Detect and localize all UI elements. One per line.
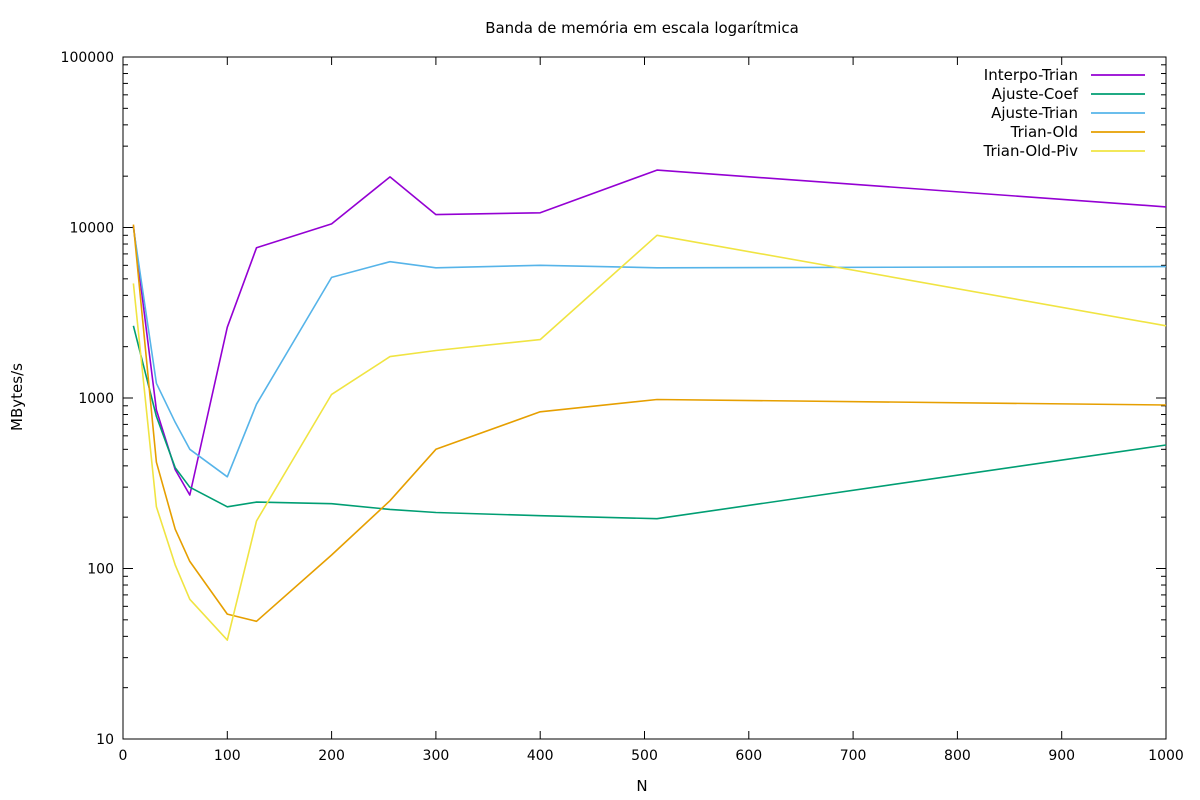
- x-tick-label: 100: [214, 748, 241, 764]
- x-axis-label: N: [636, 777, 647, 795]
- x-tick-label: 200: [318, 748, 345, 764]
- series-layer: [132, 169, 1167, 641]
- legend-label-ajuste-coef: Ajuste-Coef: [992, 85, 1079, 103]
- x-tick-label: 0: [119, 748, 128, 764]
- y-tick-label: 10000: [69, 221, 114, 237]
- legend-label-trian-old: Trian-Old: [1010, 123, 1078, 141]
- y-axis-label: MBytes/s: [8, 363, 26, 431]
- y-tick-label: 100000: [61, 50, 114, 66]
- axes: 0 100 200 300 400 500 600 700 800 900 1000 10 100 100…: [61, 50, 1184, 764]
- series-line-trian-old-piv: [132, 234, 1167, 641]
- x-tick-label: 700: [840, 748, 867, 764]
- x-tick-label: 800: [944, 748, 971, 764]
- series-line-trian-old: [132, 224, 1167, 623]
- x-tick-label: 400: [527, 748, 554, 764]
- x-tick-label: 500: [631, 748, 658, 764]
- series-line-ajuste-coef: [132, 325, 1167, 520]
- series-line-ajuste-trian: [132, 227, 1167, 478]
- x-tick-label: 300: [423, 748, 450, 764]
- x-tick-label: 1000: [1148, 748, 1184, 764]
- y-tick-label: 100: [87, 562, 114, 578]
- y-tick-label: 1000: [78, 391, 114, 407]
- legend: Interpo-TrianAjuste-CoefAjuste-TrianTria…: [983, 66, 1145, 160]
- x-tick-label: 600: [735, 748, 762, 764]
- chart-title: Banda de memória em escala logarítmica: [485, 19, 799, 37]
- legend-label-ajuste-trian: Ajuste-Trian: [991, 104, 1078, 122]
- series-line-interpo-trian: [132, 169, 1167, 496]
- legend-label-interpo-trian: Interpo-Trian: [984, 66, 1078, 84]
- y-tick-label: 10: [96, 732, 114, 748]
- x-tick-label: 900: [1048, 748, 1075, 764]
- legend-label-trian-old-piv: Trian-Old-Piv: [983, 142, 1079, 160]
